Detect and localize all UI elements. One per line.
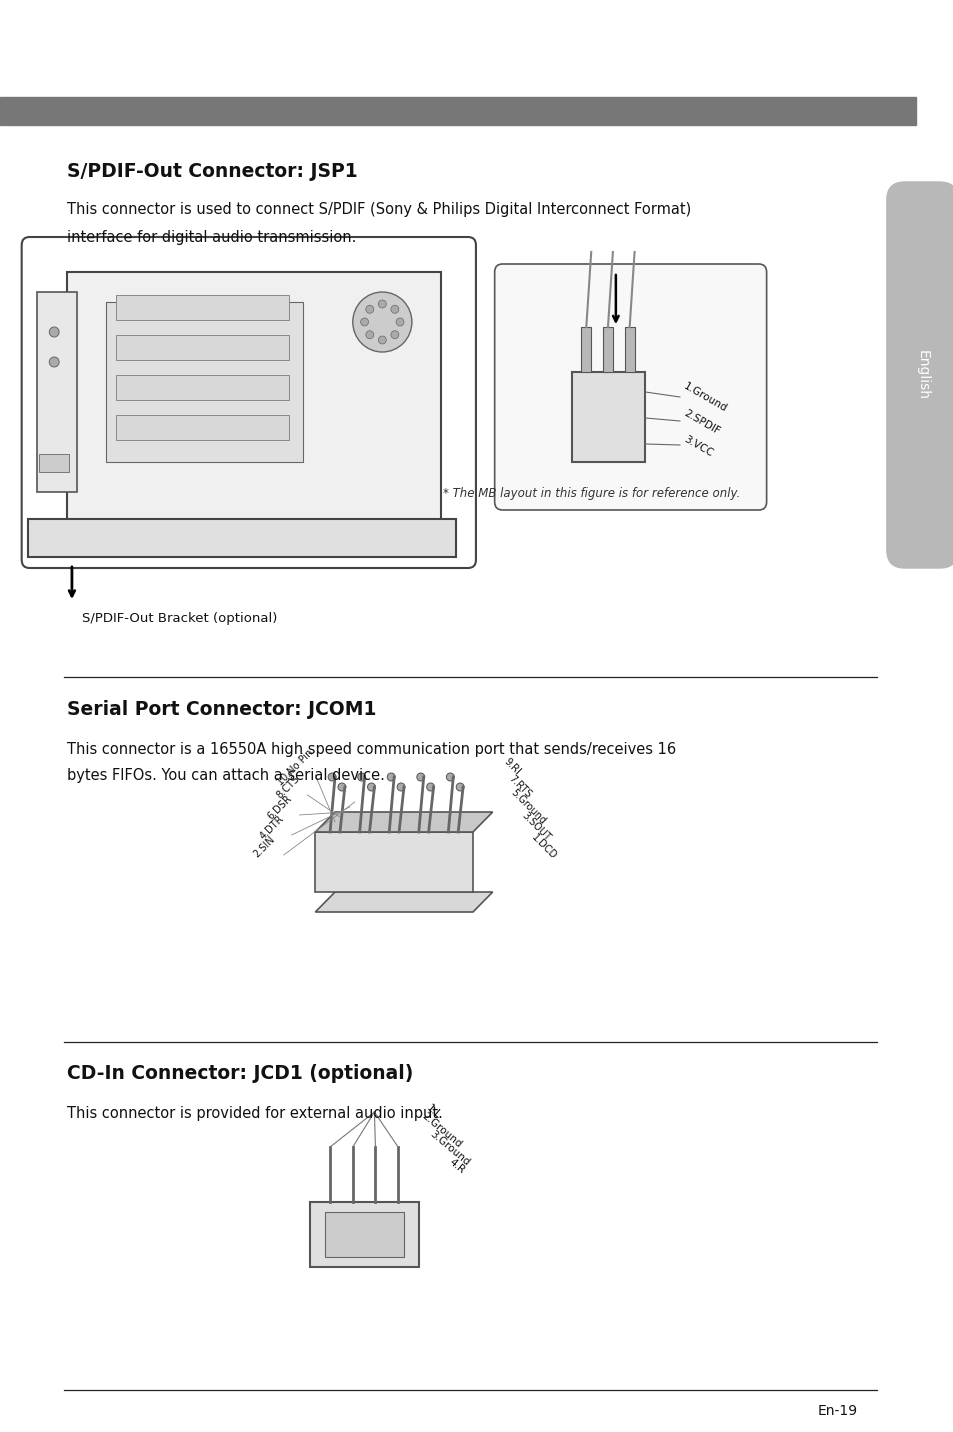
Text: This connector is a 16550A high speed communication port that sends/receives 16: This connector is a 16550A high speed co…: [67, 742, 676, 758]
Ellipse shape: [395, 318, 403, 326]
Ellipse shape: [456, 783, 463, 790]
Text: interface for digital audio transmission.: interface for digital audio transmission…: [67, 231, 356, 245]
Polygon shape: [315, 892, 492, 912]
Ellipse shape: [416, 773, 424, 780]
Bar: [315, 832, 473, 892]
Ellipse shape: [337, 783, 346, 790]
Ellipse shape: [426, 783, 435, 790]
Text: 3.Ground: 3.Ground: [427, 1128, 471, 1167]
Bar: [28, 518, 456, 557]
Text: This connector is provided for external audio input.: This connector is provided for external …: [67, 1106, 442, 1121]
Text: 3.VCC: 3.VCC: [681, 434, 714, 458]
FancyBboxPatch shape: [886, 182, 953, 569]
Text: S/PDIF-Out Connector: JSP1: S/PDIF-Out Connector: JSP1: [67, 162, 357, 180]
Ellipse shape: [353, 292, 412, 352]
Bar: [67, 272, 441, 523]
Bar: [116, 335, 289, 359]
Text: 2.Ground: 2.Ground: [419, 1111, 463, 1150]
Bar: [116, 415, 289, 440]
Text: En-19: En-19: [817, 1403, 857, 1418]
Text: 2.SPDIF: 2.SPDIF: [681, 408, 720, 437]
Ellipse shape: [50, 357, 59, 367]
Ellipse shape: [396, 783, 405, 790]
Polygon shape: [315, 812, 492, 832]
Bar: [602, 326, 612, 372]
Text: 4.DTR: 4.DTR: [257, 813, 286, 841]
Ellipse shape: [328, 773, 335, 780]
Bar: [325, 1211, 403, 1257]
Text: Serial Port Connector: JCOM1: Serial Port Connector: JCOM1: [67, 700, 376, 719]
Text: 7.RTS: 7.RTS: [507, 773, 533, 800]
Bar: [116, 375, 289, 400]
FancyBboxPatch shape: [495, 263, 766, 510]
Text: * The MB layout in this figure is for reference only.: * The MB layout in this figure is for re…: [443, 487, 740, 500]
Ellipse shape: [391, 305, 398, 314]
Ellipse shape: [50, 326, 59, 337]
Text: English: English: [914, 349, 928, 400]
Text: 10.No Pin: 10.No Pin: [275, 748, 315, 788]
Ellipse shape: [378, 299, 386, 308]
Ellipse shape: [365, 305, 374, 314]
Text: This connector is used to connect S/PDIF (Sony & Philips Digital Interconnect Fo: This connector is used to connect S/PDIF…: [67, 202, 691, 218]
Text: S/PDIF-Out Bracket (optional): S/PDIF-Out Bracket (optional): [82, 611, 277, 624]
Text: 1.L: 1.L: [424, 1103, 442, 1121]
Ellipse shape: [365, 331, 374, 339]
Text: CD-In Connector: JCD1 (optional): CD-In Connector: JCD1 (optional): [67, 1064, 413, 1083]
Text: 8.CTS: 8.CTS: [274, 773, 301, 800]
Bar: [580, 326, 591, 372]
Ellipse shape: [391, 331, 398, 339]
Bar: [571, 372, 645, 463]
Text: 1.DCD: 1.DCD: [529, 832, 558, 862]
Bar: [0, 97, 916, 125]
Text: 2.SIN: 2.SIN: [252, 835, 276, 859]
Text: 4.R: 4.R: [447, 1157, 467, 1176]
Bar: [116, 295, 289, 319]
Bar: [39, 454, 69, 473]
Ellipse shape: [367, 783, 375, 790]
Text: 3.SOUT: 3.SOUT: [519, 811, 552, 843]
Text: bytes FIFOs. You can attach a serial device.: bytes FIFOs. You can attach a serial dev…: [67, 768, 384, 783]
Ellipse shape: [378, 337, 386, 344]
Bar: [37, 292, 77, 493]
Ellipse shape: [357, 773, 365, 780]
Text: 5.Ground: 5.Ground: [508, 788, 547, 826]
Text: 9.RI: 9.RI: [501, 756, 522, 778]
Text: 1.Ground: 1.Ground: [681, 381, 728, 414]
Bar: [107, 302, 303, 463]
Ellipse shape: [387, 773, 395, 780]
Bar: [310, 1201, 418, 1267]
Bar: [624, 326, 634, 372]
Ellipse shape: [446, 773, 454, 780]
Ellipse shape: [360, 318, 368, 326]
Text: 6.DSR: 6.DSR: [266, 793, 294, 821]
